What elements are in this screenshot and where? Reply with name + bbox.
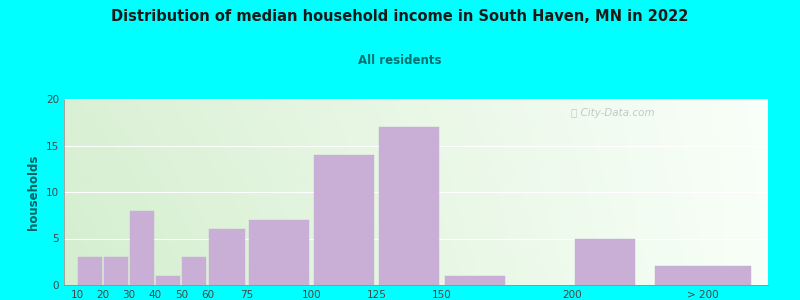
Bar bbox=[104, 257, 128, 285]
Bar bbox=[249, 220, 309, 285]
Bar bbox=[78, 257, 102, 285]
Bar bbox=[575, 238, 635, 285]
Bar bbox=[314, 155, 374, 285]
Text: All residents: All residents bbox=[358, 54, 442, 67]
Bar bbox=[445, 276, 505, 285]
Bar bbox=[209, 229, 245, 285]
Bar bbox=[156, 276, 180, 285]
Y-axis label: households: households bbox=[27, 154, 40, 230]
Bar bbox=[655, 266, 750, 285]
Text: ⓘ City-Data.com: ⓘ City-Data.com bbox=[571, 108, 654, 118]
Bar bbox=[379, 127, 439, 285]
Bar bbox=[182, 257, 206, 285]
Bar bbox=[130, 211, 154, 285]
Text: Distribution of median household income in South Haven, MN in 2022: Distribution of median household income … bbox=[111, 9, 689, 24]
